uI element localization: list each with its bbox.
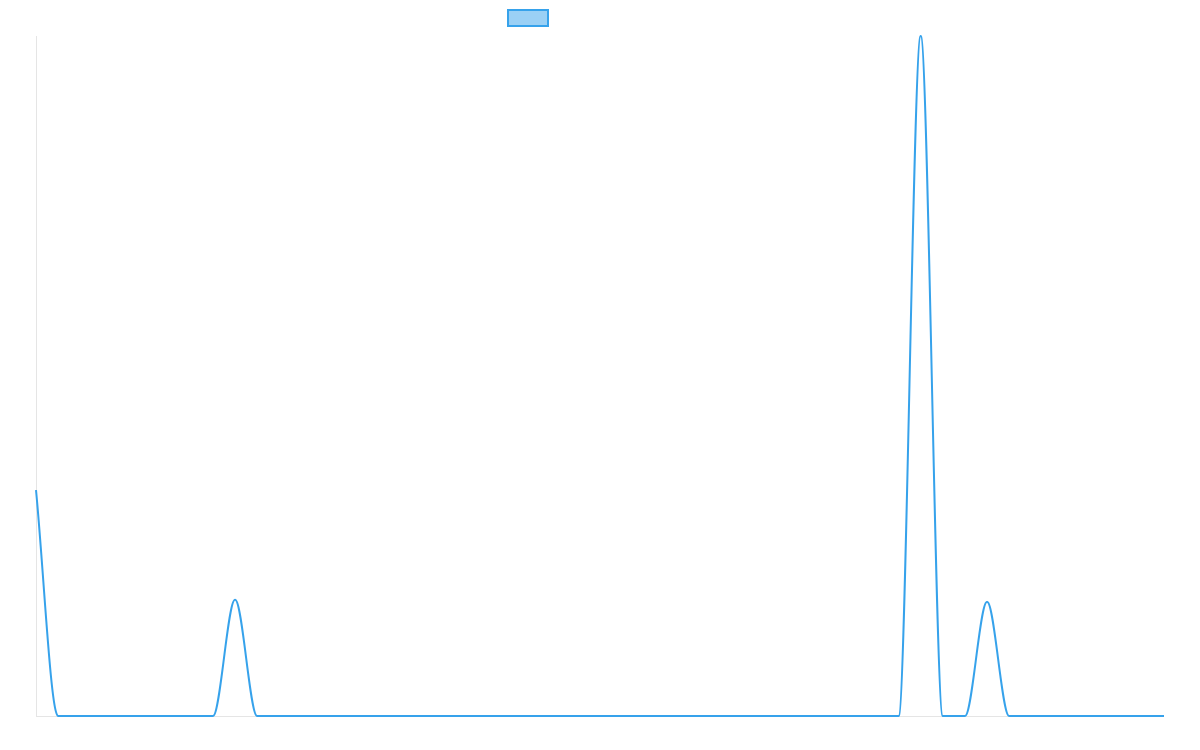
data-point[interactable]: [166, 713, 172, 719]
legend-swatch[interactable]: [507, 9, 549, 27]
data-point[interactable]: [365, 713, 371, 719]
data-point[interactable]: [387, 713, 393, 719]
data-point[interactable]: [829, 713, 835, 719]
series-line: [35, 35, 1164, 717]
data-point[interactable]: [520, 713, 526, 719]
data-point[interactable]: [321, 713, 327, 719]
data-point[interactable]: [940, 713, 946, 719]
data-point[interactable]: [144, 713, 150, 719]
data-point[interactable]: [652, 713, 658, 719]
data-point[interactable]: [77, 713, 83, 719]
series-layer: [35, 35, 1164, 717]
data-point[interactable]: [608, 713, 614, 719]
data-point[interactable]: [719, 713, 725, 719]
data-point[interactable]: [564, 713, 570, 719]
data-point[interactable]: [542, 713, 548, 719]
legend[interactable]: [507, 9, 549, 27]
data-point[interactable]: [121, 713, 127, 719]
data-point[interactable]: [453, 713, 459, 719]
data-point[interactable]: [254, 713, 260, 719]
data-point[interactable]: [851, 713, 857, 719]
data-point[interactable]: [409, 713, 415, 719]
data-point[interactable]: [873, 713, 879, 719]
data-point[interactable]: [276, 713, 282, 719]
data-point[interactable]: [807, 713, 813, 719]
data-point[interactable]: [1139, 713, 1145, 719]
data-point[interactable]: [785, 713, 791, 719]
data-point[interactable]: [674, 713, 680, 719]
data-point[interactable]: [1161, 713, 1167, 719]
data-point[interactable]: [697, 713, 703, 719]
data-point[interactable]: [741, 713, 747, 719]
data-point[interactable]: [918, 33, 924, 39]
data-point[interactable]: [1006, 713, 1012, 719]
data-point[interactable]: [763, 713, 769, 719]
data-point[interactable]: [210, 713, 216, 719]
data-point[interactable]: [962, 713, 968, 719]
data-point[interactable]: [984, 599, 990, 605]
data-point[interactable]: [1050, 713, 1056, 719]
data-point[interactable]: [586, 713, 592, 719]
data-point[interactable]: [497, 713, 503, 719]
data-point[interactable]: [1028, 713, 1034, 719]
data-point[interactable]: [630, 713, 636, 719]
data-point[interactable]: [232, 597, 238, 603]
data-point[interactable]: [1073, 713, 1079, 719]
data-point[interactable]: [1095, 713, 1101, 719]
data-point[interactable]: [99, 713, 105, 719]
data-point[interactable]: [188, 713, 194, 719]
data-point[interactable]: [431, 713, 437, 719]
data-point[interactable]: [298, 713, 304, 719]
data-point[interactable]: [33, 487, 39, 493]
points-layer: [33, 33, 1167, 719]
data-point[interactable]: [55, 713, 61, 719]
data-point[interactable]: [343, 713, 349, 719]
data-point[interactable]: [896, 713, 902, 719]
data-point[interactable]: [475, 713, 481, 719]
data-point[interactable]: [1117, 713, 1123, 719]
